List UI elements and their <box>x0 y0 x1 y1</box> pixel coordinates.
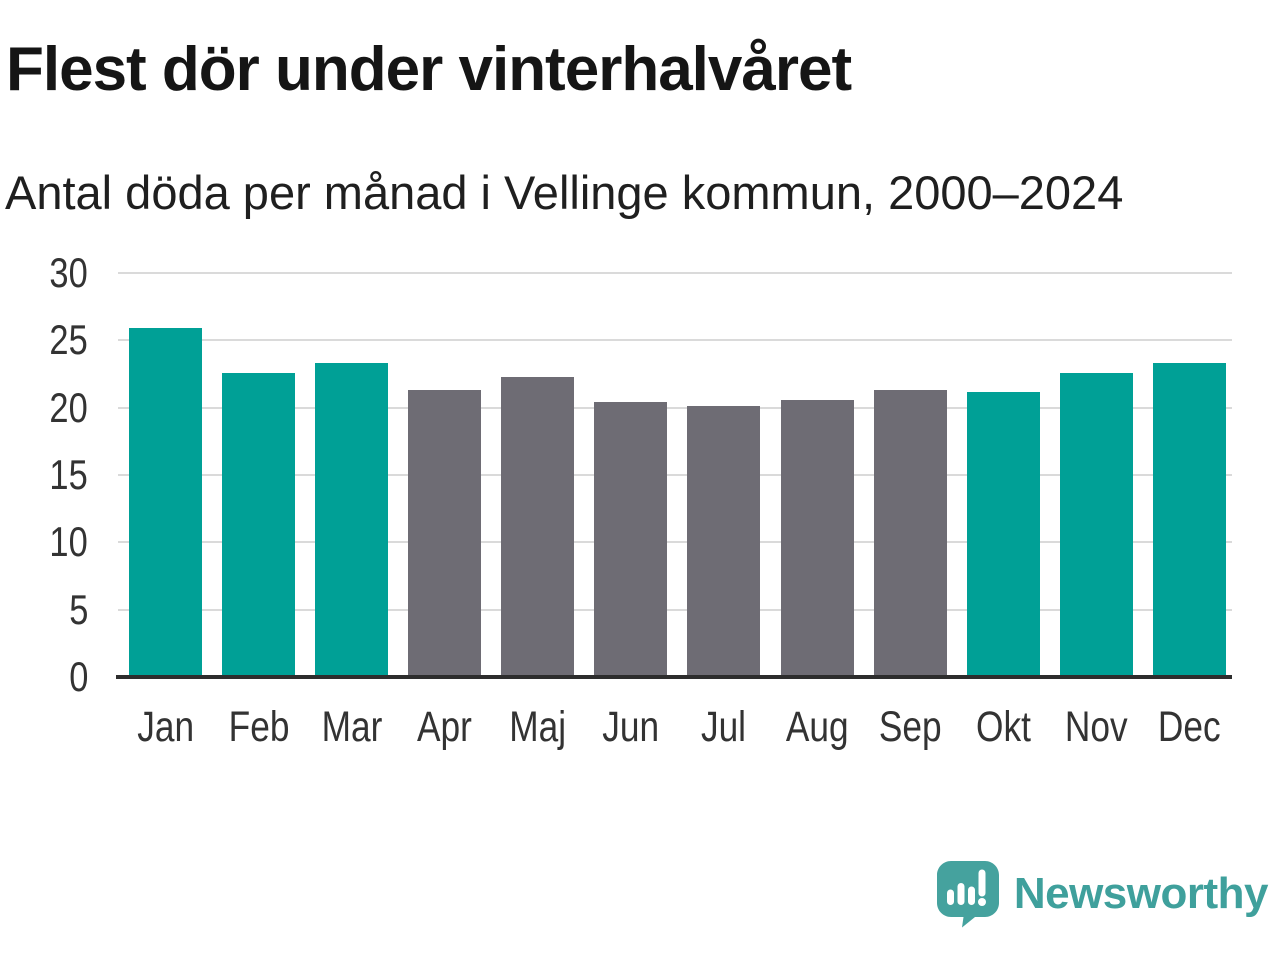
page-title: Flest dör under vinterhalvåret <box>6 35 852 104</box>
gridline-25 <box>118 339 1232 342</box>
y-tick-label-10: 10 <box>49 518 88 566</box>
bar-sep <box>873 390 947 677</box>
bar-jan <box>129 328 202 677</box>
newsworthy-logo-text: Newsworthy <box>1013 869 1269 918</box>
x-tick-label-maj: Maj <box>509 703 567 751</box>
gridline-10 <box>118 541 1232 544</box>
bar-jun <box>594 402 668 677</box>
gridline-30 <box>118 272 1232 274</box>
chart-plot-area <box>116 272 1232 679</box>
x-tick-label-feb: Feb <box>228 703 289 751</box>
bar-feb <box>222 372 296 677</box>
bar-mar <box>315 363 389 677</box>
bar-jul <box>687 406 761 677</box>
y-tick-label-15: 15 <box>49 451 88 498</box>
bar-maj <box>501 376 575 677</box>
x-tick-label-mar: Mar <box>321 703 383 751</box>
x-tick-label-apr: Apr <box>417 703 473 751</box>
newsworthy-logo: Newsworthy <box>936 861 1269 928</box>
y-tick-label-25: 25 <box>49 316 88 364</box>
bar-nov <box>1059 372 1133 677</box>
x-tick-label-sep: Sep <box>878 703 942 751</box>
y-axis-labels: 0 5 10 15 20 25 30 <box>0 0 88 960</box>
bar-aug <box>780 399 854 677</box>
bar-series <box>129 273 1226 677</box>
x-tick-label-jul: Jul <box>701 703 747 751</box>
y-tick-label-30: 30 <box>49 249 88 296</box>
bar-okt <box>966 391 1040 677</box>
x-axis-labels: Jan Feb Mar Apr Maj Jun Jul Aug Sep Okt Nov Dec <box>129 702 1226 754</box>
x-axis-line <box>116 675 1232 679</box>
x-tick-label-nov: Nov <box>1064 703 1128 751</box>
x-tick-label-okt: Okt <box>975 703 1031 751</box>
gridline-15 <box>118 474 1232 476</box>
newsworthy-speech-bubble-bar-chart-icon <box>936 861 999 928</box>
x-tick-label-jan: Jan <box>137 703 194 751</box>
x-tick-label-jun: Jun <box>602 703 660 751</box>
chart-subtitle: Antal döda per månad i Vellinge kommun, … <box>5 166 1124 219</box>
x-tick-label-aug: Aug <box>785 703 849 751</box>
y-tick-label-5: 5 <box>68 585 88 633</box>
bar-apr <box>408 390 482 677</box>
x-tick-label-dec: Dec <box>1158 703 1221 751</box>
gridline-5 <box>118 608 1232 611</box>
y-tick-label-20: 20 <box>49 383 88 431</box>
gridline-20 <box>118 406 1232 409</box>
y-tick-label-0: 0 <box>68 653 88 700</box>
bar-dec <box>1152 363 1226 677</box>
